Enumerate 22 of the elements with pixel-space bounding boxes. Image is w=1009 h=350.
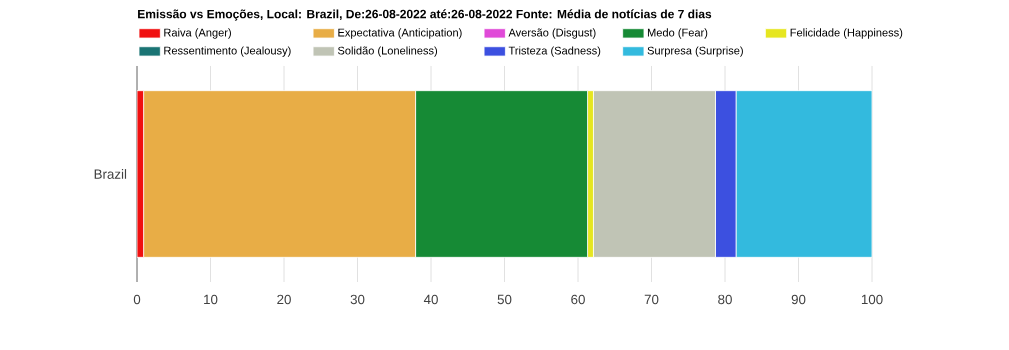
legend-label: Aversão (Disgust) [508, 28, 596, 39]
x-tick-label: 30 [350, 294, 365, 305]
x-tick-label: 10 [204, 294, 218, 305]
legend-label: Ressentimento (Jealousy) [164, 46, 291, 57]
legend-label: Expectativa (Anticipation) [338, 28, 462, 39]
legend-label: Solidão (Loneliness) [337, 46, 438, 57]
legend-label: Felicidade (Happiness) [790, 28, 903, 39]
legend-label: Tristeza (Sadness) [508, 46, 601, 57]
x-tick-label: 50 [497, 294, 512, 305]
x-tick-label: 90 [791, 294, 806, 305]
legend-label: Surpresa (Surprise) [647, 46, 743, 57]
x-tick-label: 20 [277, 294, 291, 305]
x-tick-label: 40 [423, 294, 438, 305]
y-tick-label: Brazil [94, 169, 127, 179]
x-tick-label: 70 [644, 294, 659, 305]
x-tick-label: 100 [861, 294, 883, 305]
legend-label: Raiva (Anger) [164, 28, 231, 39]
x-tick-label: 0 [133, 294, 141, 305]
x-tick-label: 60 [571, 294, 585, 305]
chart-title: Emissão vs Emoções, Local: Brazil, De:26-08-2022 até:26-08-2022 Fonte: Média de notícias de 7 dias [138, 9, 712, 21]
legend-label: Medo (Fear) [647, 28, 708, 39]
x-tick-label: 80 [718, 294, 732, 305]
